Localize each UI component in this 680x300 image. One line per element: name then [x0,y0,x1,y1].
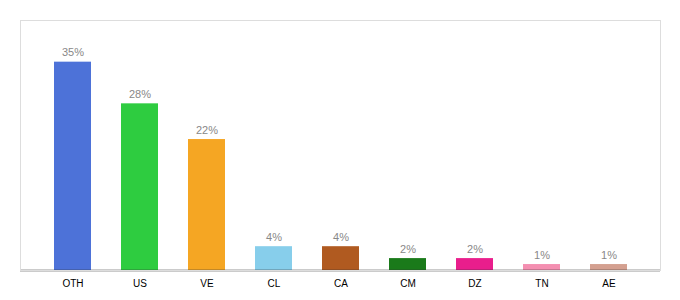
svg-text:US: US [133,278,147,289]
svg-text:22%: 22% [196,124,218,136]
svg-text:CM: CM [400,278,416,289]
svg-text:VE: VE [200,278,214,289]
svg-text:TN: TN [535,278,548,289]
svg-text:4%: 4% [333,231,349,243]
svg-text:1%: 1% [534,249,550,261]
svg-text:1%: 1% [601,249,617,261]
svg-text:CA: CA [334,278,348,289]
svg-text:28%: 28% [129,88,151,100]
svg-text:AE: AE [602,278,616,289]
svg-text:2%: 2% [467,243,483,255]
svg-text:CL: CL [268,278,281,289]
svg-text:35%: 35% [62,46,84,58]
svg-text:4%: 4% [266,231,282,243]
svg-text:DZ: DZ [468,278,481,289]
svg-text:2%: 2% [400,243,416,255]
svg-text:OTH: OTH [62,278,83,289]
